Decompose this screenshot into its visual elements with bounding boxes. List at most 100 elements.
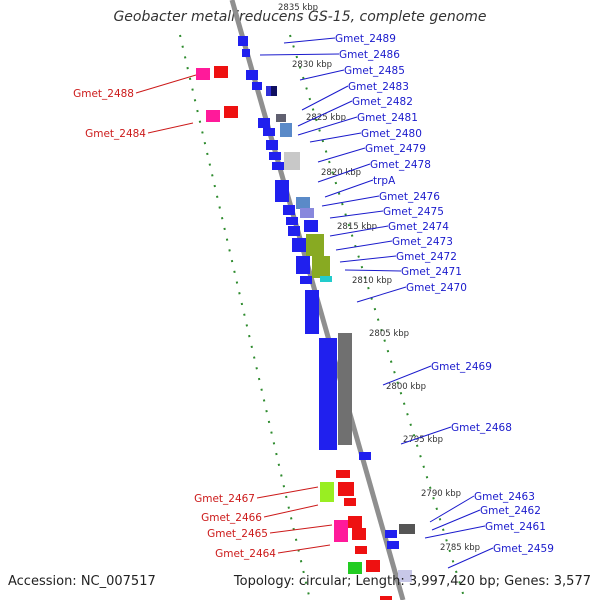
gene-block xyxy=(296,256,310,274)
gene-label-right[interactable]: Gmet_2469 xyxy=(431,361,492,373)
gene-leader-line xyxy=(321,195,380,207)
gene-block xyxy=(352,528,366,540)
gene-leader-line xyxy=(259,53,340,56)
gene-label-left[interactable]: Gmet_2467 xyxy=(194,493,255,505)
gene-block xyxy=(387,541,399,549)
kbp-tick-label: 2800 kbp xyxy=(386,382,426,392)
gene-leader-line xyxy=(324,179,374,198)
gene-leader-line xyxy=(297,100,353,127)
gene-leader-line xyxy=(400,426,452,445)
gene-leader-line xyxy=(329,225,389,237)
gene-leader-line xyxy=(309,132,362,143)
gene-label-left[interactable]: Gmet_2464 xyxy=(215,548,276,560)
gene-label-right[interactable]: Gmet_2459 xyxy=(493,543,554,555)
gene-block xyxy=(283,205,295,215)
gene-block xyxy=(242,49,250,57)
kbp-tick-label: 2825 kbp xyxy=(306,113,346,123)
gene-leader-line xyxy=(424,525,486,539)
gene-block xyxy=(344,498,356,506)
gene-block xyxy=(398,570,412,582)
kbp-tick-label: 2815 kbp xyxy=(337,222,377,232)
gene-leader-line xyxy=(301,85,349,111)
gene-block xyxy=(284,152,300,170)
gene-leader-line xyxy=(335,240,393,251)
gene-label-left[interactable]: Gmet_2488 xyxy=(73,88,134,100)
gene-label-right[interactable]: Gmet_2483 xyxy=(348,81,409,93)
gene-label-right[interactable]: Gmet_2473 xyxy=(392,236,453,248)
gene-block xyxy=(258,118,270,128)
gene-leader-line xyxy=(429,495,475,523)
gene-block xyxy=(348,516,362,528)
gene-leader-line xyxy=(317,147,366,163)
gene-block xyxy=(320,276,332,282)
gene-label-left[interactable]: Gmet_2466 xyxy=(201,512,262,524)
accession-info: Accession: NC_007517 xyxy=(8,574,156,589)
gene-block xyxy=(304,220,318,232)
gene-label-left[interactable]: Gmet_2484 xyxy=(85,128,146,140)
gene-block xyxy=(224,106,238,118)
gene-block xyxy=(355,546,367,554)
gene-block xyxy=(300,276,312,284)
gene-label-right[interactable]: Gmet_2470 xyxy=(406,282,467,294)
gene-block xyxy=(300,208,314,218)
kbp-tick-label: 2820 kbp xyxy=(321,168,361,178)
gene-block xyxy=(263,128,275,136)
gene-leader-line xyxy=(382,365,432,386)
gene-block xyxy=(385,530,397,538)
kbp-tick-label: 2810 kbp xyxy=(352,276,392,286)
gene-label-right[interactable]: trpA xyxy=(373,175,396,187)
gene-label-right[interactable]: Gmet_2463 xyxy=(474,491,535,503)
gene-block xyxy=(306,234,324,256)
gene-block xyxy=(288,226,300,236)
gene-label-right[interactable]: Gmet_2472 xyxy=(396,251,457,263)
gene-block xyxy=(338,482,354,496)
gene-block xyxy=(269,152,281,160)
gene-label-right[interactable]: Gmet_2478 xyxy=(370,159,431,171)
gene-leader-line xyxy=(447,547,494,569)
kbp-tick-label: 2795 kbp xyxy=(403,435,443,445)
gene-label-right[interactable]: Gmet_2481 xyxy=(357,112,418,124)
gene-block xyxy=(246,70,258,80)
gene-leader-line xyxy=(297,116,358,136)
gene-label-right[interactable]: Gmet_2486 xyxy=(339,49,400,61)
gene-label-right[interactable]: Gmet_2485 xyxy=(344,65,405,77)
gene-block xyxy=(271,86,277,96)
gene-label-right[interactable]: Gmet_2476 xyxy=(379,191,440,203)
gene-leader-line xyxy=(147,122,194,134)
gene-label-right[interactable]: Gmet_2489 xyxy=(335,33,396,45)
gene-block xyxy=(338,333,352,445)
kbp-tick-label: 2835 kbp xyxy=(278,3,318,13)
gene-block xyxy=(275,180,289,202)
gene-label-left[interactable]: Gmet_2465 xyxy=(207,528,268,540)
gene-block xyxy=(334,520,348,542)
kbp-tick-label: 2790 kbp xyxy=(421,489,461,499)
gene-leader-line xyxy=(431,509,481,531)
gene-label-right[interactable]: Gmet_2471 xyxy=(401,266,462,278)
kbp-tick-label: 2785 kbp xyxy=(440,543,480,553)
gene-block xyxy=(312,256,330,278)
gene-leader-line xyxy=(269,524,333,534)
gene-block xyxy=(320,482,334,502)
gene-leader-line xyxy=(329,210,384,219)
gene-block xyxy=(336,470,350,478)
gene-block xyxy=(319,338,337,450)
gene-label-right[interactable]: Gmet_2475 xyxy=(383,206,444,218)
gene-label-right[interactable]: Gmet_2462 xyxy=(480,505,541,517)
gene-block xyxy=(366,560,380,572)
gene-leader-line xyxy=(283,37,336,44)
gene-block xyxy=(206,110,220,122)
gene-block xyxy=(286,217,298,225)
gene-label-right[interactable]: Gmet_2482 xyxy=(352,96,413,108)
gene-leader-line xyxy=(317,163,371,183)
gene-leader-line xyxy=(344,269,402,272)
kbp-tick-label: 2830 kbp xyxy=(292,60,332,70)
gene-label-right[interactable]: Gmet_2480 xyxy=(361,128,422,140)
gene-label-right[interactable]: Gmet_2468 xyxy=(451,422,512,434)
gene-label-right[interactable]: Gmet_2461 xyxy=(485,521,546,533)
gene-label-right[interactable]: Gmet_2474 xyxy=(388,221,449,233)
gene-leader-line xyxy=(256,486,319,499)
gene-block xyxy=(305,290,319,334)
gene-leader-line xyxy=(277,544,331,554)
gene-block xyxy=(214,66,228,78)
gene-label-right[interactable]: Gmet_2479 xyxy=(365,143,426,155)
